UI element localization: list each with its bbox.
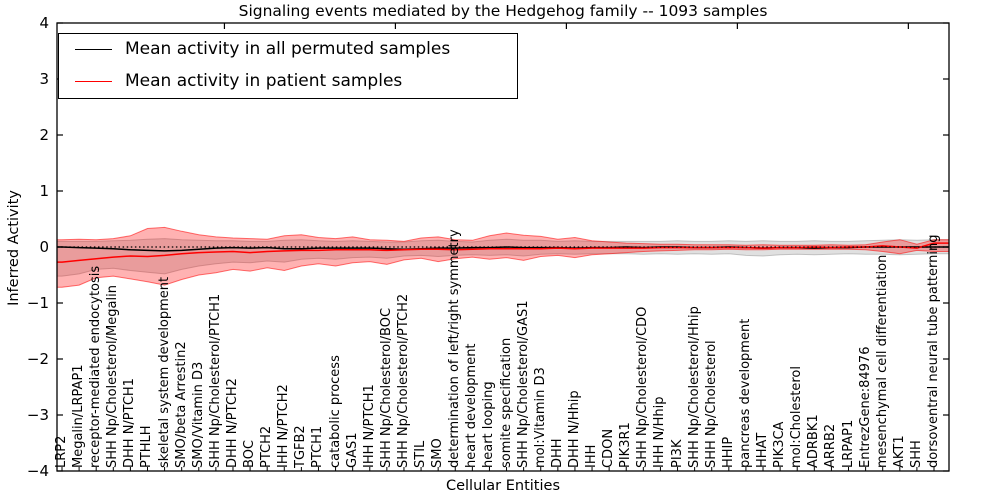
patient-samples-spread-band <box>56 226 950 288</box>
x-tick-label: SHH <box>908 440 924 468</box>
legend: Mean activity in all permuted samples Me… <box>58 33 518 99</box>
x-tick-label: LRP2 <box>54 435 69 468</box>
permuted-line-swatch <box>75 49 112 50</box>
x-tick-label: SHH Np/Cholesterol/CDO <box>635 306 651 468</box>
x-tick-label: EntrezGene:84976 <box>857 346 873 468</box>
x-tick-label: DHH N/PTCH1 <box>122 378 138 468</box>
x-tick-label: HHIP <box>720 436 736 468</box>
x-tick-label: SMO/beta Arrestin2 <box>173 341 189 468</box>
x-tick-label: heart development <box>464 343 480 468</box>
x-tick-label: SHH Np/Cholesterol/PTCH1 <box>207 293 223 468</box>
y-tick-label: −2 <box>27 350 49 368</box>
patient-line-swatch <box>75 81 112 82</box>
x-tick-label: GAS1 <box>344 432 360 469</box>
x-tick-label: heart looping <box>481 381 497 468</box>
x-tick-label: PIK3R1 <box>618 422 634 468</box>
y-tick-label: 4 <box>39 14 49 32</box>
x-tick-label: SHH Np/Cholesterol/BOC <box>378 307 394 468</box>
x-tick-label: SMO/Vitamin D3 <box>190 361 206 468</box>
x-tick-label: SHH Np/Cholesterol/Hhip <box>686 306 702 468</box>
x-tick-label: SHH Np/Cholesterol/PTCH2 <box>395 293 411 468</box>
y-tick-label: 0 <box>39 238 49 256</box>
x-tick-label: DHH N/PTCH2 <box>224 378 240 468</box>
x-tick-label: IHH N/PTCH2 <box>276 384 292 468</box>
x-tick-label: mol:Cholesterol <box>789 366 805 468</box>
y-tick-label: 3 <box>39 70 49 88</box>
x-tick-label: PIK3CA <box>772 421 788 468</box>
y-tick-label: 2 <box>39 126 49 144</box>
x-tick-label: DHH N/Hhip <box>566 390 582 468</box>
x-tick-label: STIL <box>413 440 429 468</box>
x-tick-label: AKT1 <box>891 435 907 468</box>
x-tick-label: PI3K <box>669 439 685 468</box>
x-tick-label: PTCH1 <box>310 425 326 468</box>
x-tick-label: IHH N/PTCH1 <box>361 384 377 468</box>
x-tick-label: determination of left/right symmetry <box>447 229 463 468</box>
x-tick-label: Megalin/LRPAP1 <box>71 364 87 468</box>
x-tick-label: HHAT <box>755 432 771 468</box>
x-tick-label: CDON <box>601 428 617 468</box>
x-tick-label: mol:Vitamin D3 <box>532 367 548 468</box>
y-tick-label: 1 <box>39 182 49 200</box>
y-axis-label: Inferred Activity <box>6 190 22 306</box>
x-tick-label: dorsoventral neural tube patterning <box>926 234 941 468</box>
x-tick-label: ARRB2 <box>823 423 839 468</box>
legend-item-patient: Mean activity in patient samples <box>59 66 517 99</box>
x-tick-label: SHH Np/Cholesterol/Megalin <box>105 285 121 468</box>
x-tick-label: somite specification <box>498 337 514 468</box>
x-tick-label: pancreas development <box>737 318 753 468</box>
x-tick-label: catabolic process <box>327 355 343 468</box>
x-tick-label: TGFB2 <box>293 425 309 468</box>
x-tick-label: SMO <box>430 438 446 468</box>
x-tick-label: SHH Np/Cholesterol <box>703 340 719 468</box>
y-tick-label: −1 <box>27 294 49 312</box>
x-tick-label: PTHLH <box>139 425 155 468</box>
x-tick-label: receptor-mediated endocytosis <box>88 265 104 468</box>
x-tick-label: SHH Np/Cholesterol/GAS1 <box>515 300 531 468</box>
x-tick-label: ADRBK1 <box>806 414 822 468</box>
x-tick-label: IHH <box>584 444 600 468</box>
legend-label-patient: Mean activity in patient samples <box>125 71 403 91</box>
chart-title: Signaling events mediated by the Hedgeho… <box>238 2 768 20</box>
x-tick-label: PTCH2 <box>259 425 275 468</box>
y-tick-label: −3 <box>27 406 49 424</box>
x-tick-label: mesenchymal cell differentiation <box>874 254 890 468</box>
x-tick-label: LRPAP1 <box>840 419 856 468</box>
x-axis-label: Cellular Entities <box>445 478 561 494</box>
x-tick-label: DHH <box>549 438 565 468</box>
x-tick-label: skeletal system development <box>156 276 172 468</box>
y-tick-label: −4 <box>27 462 49 480</box>
legend-label-permuted: Mean activity in all permuted samples <box>125 39 451 59</box>
x-tick-label: IHH N/Hhip <box>652 396 668 469</box>
legend-item-permuted: Mean activity in all permuted samples <box>59 34 517 67</box>
x-tick-label: BOC <box>242 440 258 468</box>
